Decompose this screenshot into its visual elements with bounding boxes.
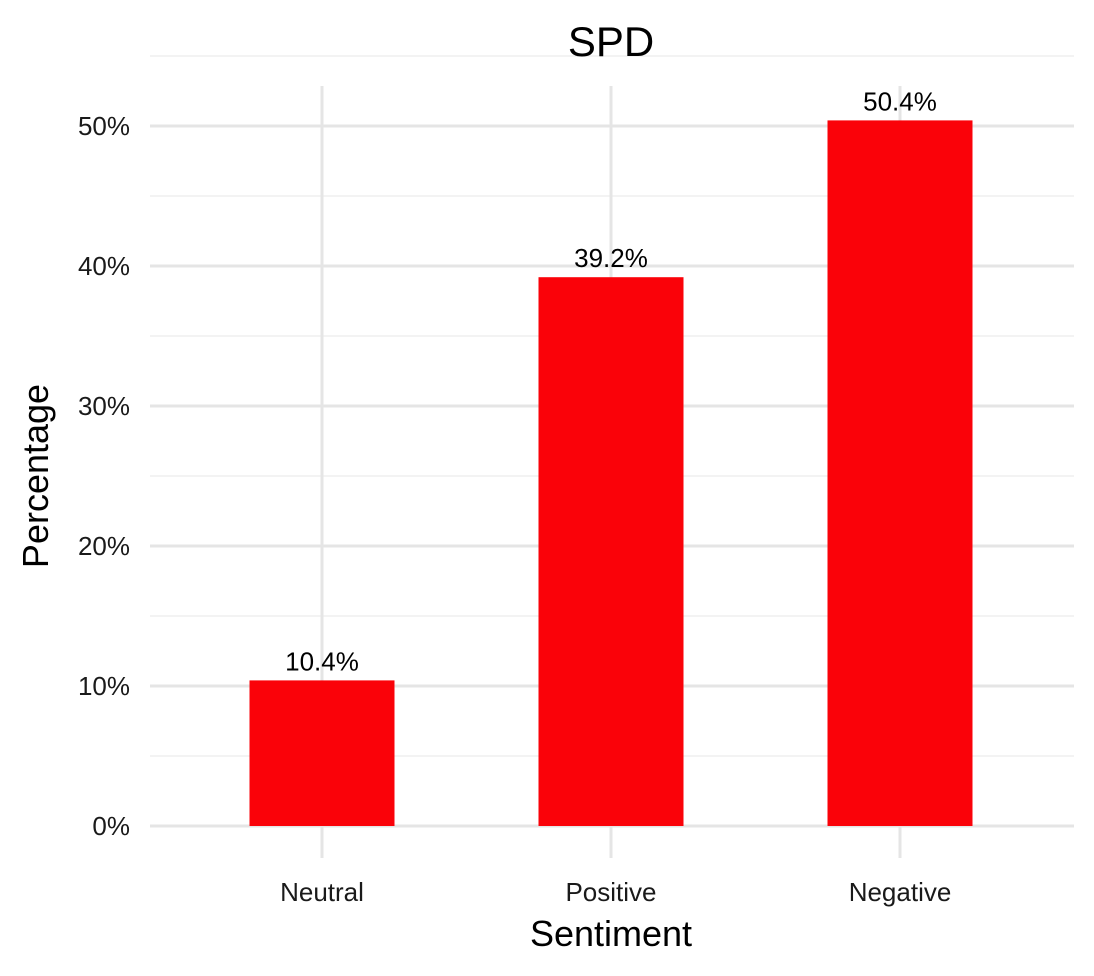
x-tick-label: Negative — [849, 877, 952, 907]
x-tick-label: Neutral — [280, 877, 364, 907]
chart-title: SPD — [568, 18, 654, 65]
y-axis-title: Percentage — [15, 384, 56, 568]
y-tick-label: 20% — [78, 531, 130, 561]
x-axis-title: Sentiment — [530, 913, 692, 954]
y-tick-label: 30% — [78, 391, 130, 421]
data-labels: 10.4% 39.2% 50.4% — [285, 86, 937, 676]
data-label: 39.2% — [574, 243, 648, 273]
x-tick-label: Positive — [565, 877, 656, 907]
y-tick-label: 0% — [92, 811, 130, 841]
y-tick-label: 40% — [78, 251, 130, 281]
bar-positive — [538, 277, 684, 826]
bar-neutral — [249, 680, 395, 826]
bar-negative — [827, 120, 973, 826]
bars — [249, 120, 973, 826]
y-tick-label: 10% — [78, 671, 130, 701]
y-axis-ticks: 0% 10% 20% 30% 40% 50% — [78, 111, 130, 841]
x-axis-ticks: Neutral Positive Negative — [280, 877, 951, 907]
y-tick-label: 50% — [78, 111, 130, 141]
data-label: 50.4% — [863, 86, 937, 116]
data-label: 10.4% — [285, 646, 359, 676]
